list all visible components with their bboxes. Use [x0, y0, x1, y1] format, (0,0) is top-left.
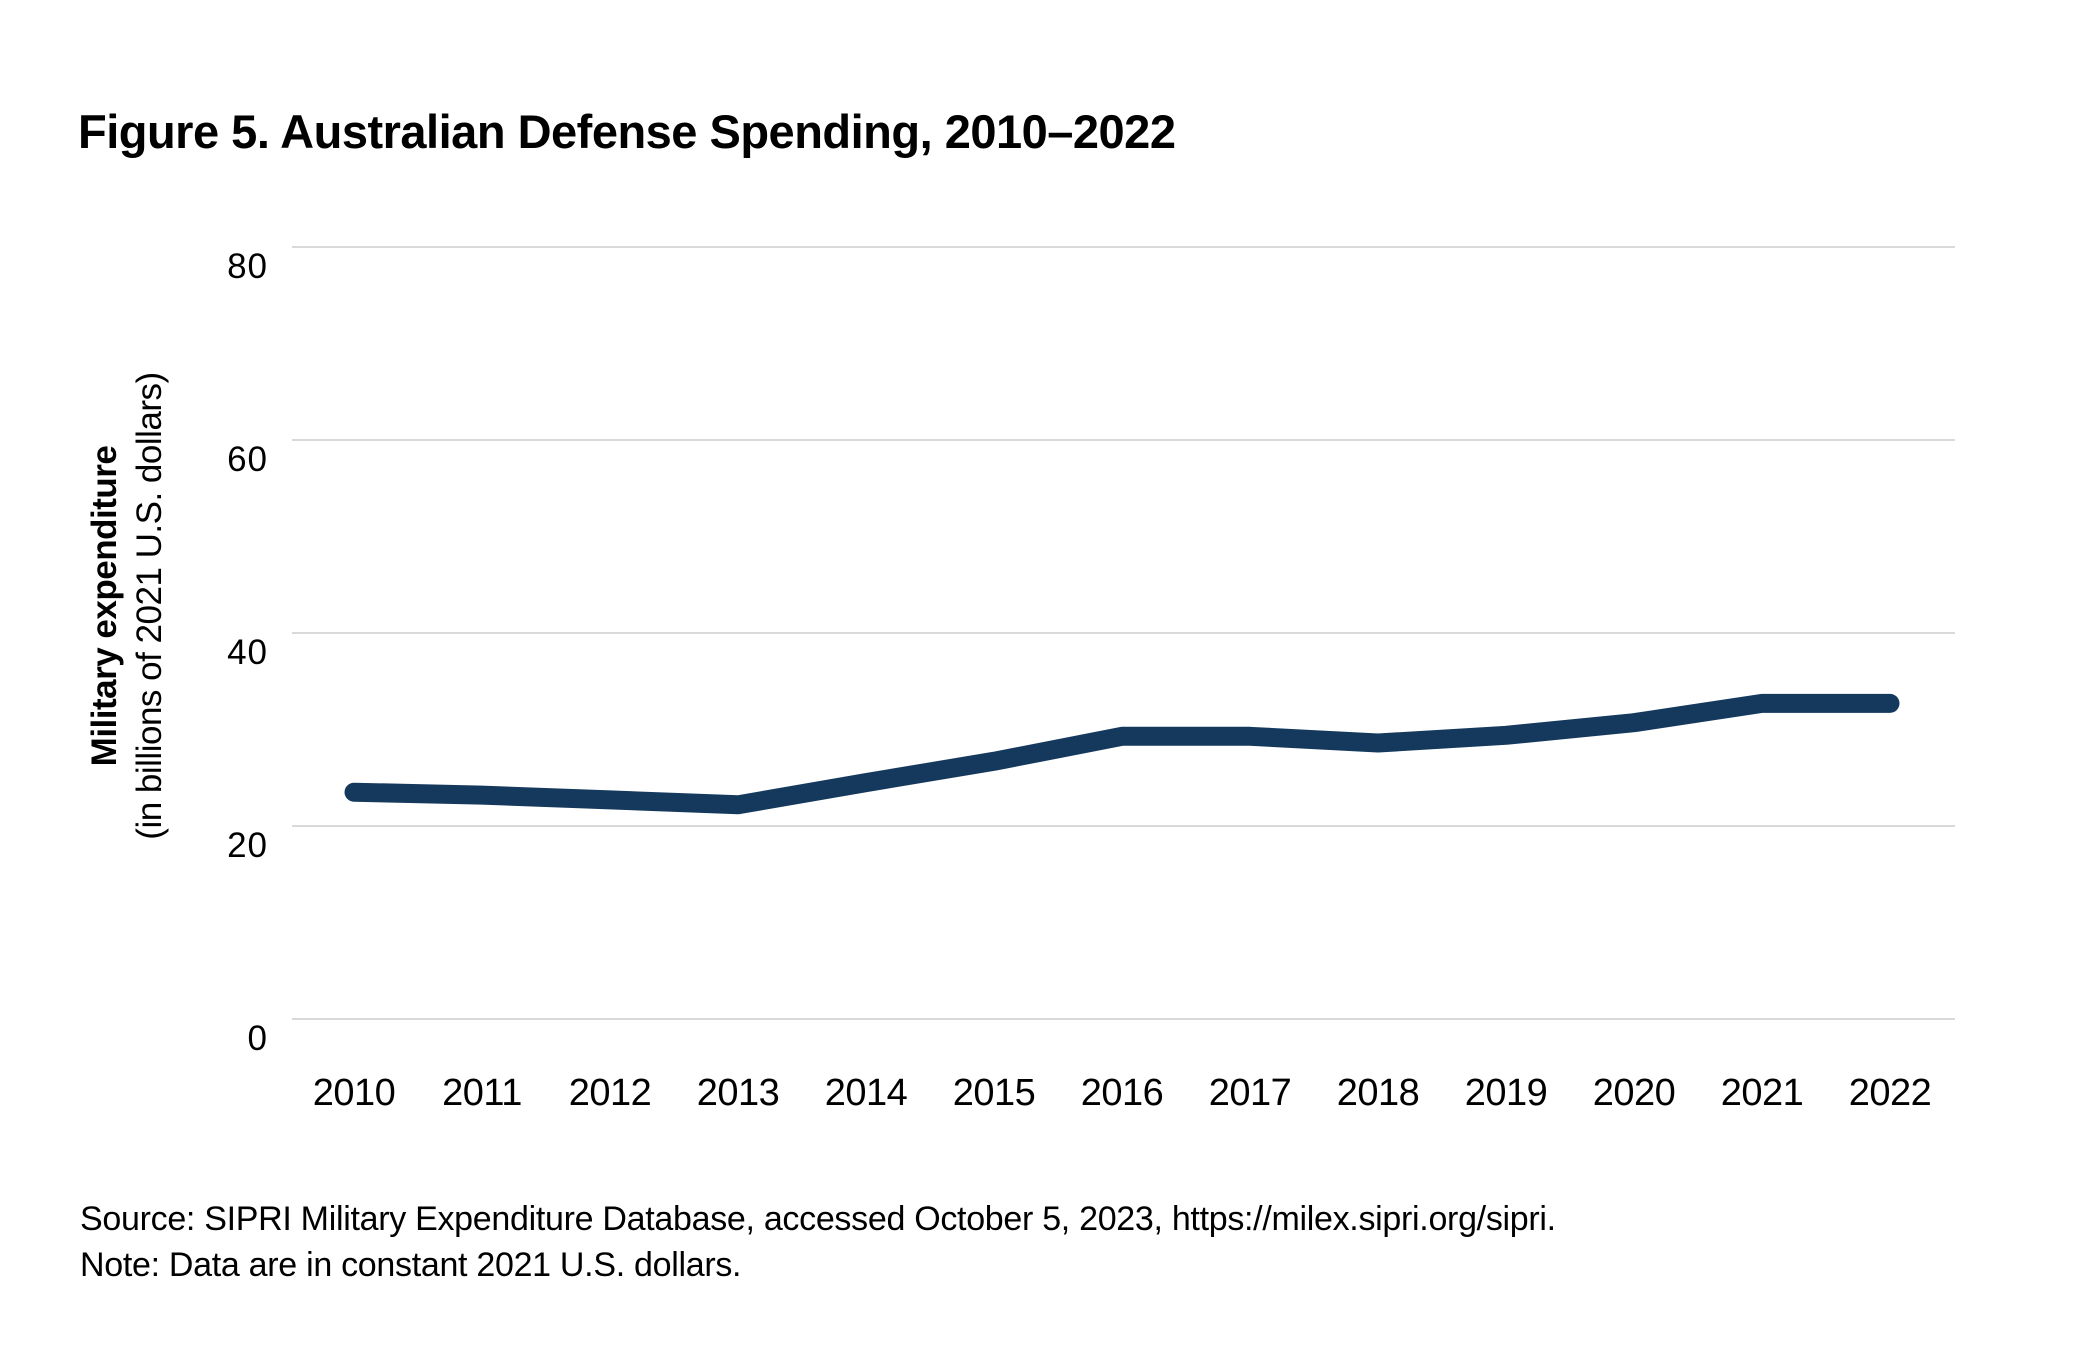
x-tick-label-2016: 2016 — [1080, 1072, 1164, 1114]
x-tick-label-2022: 2022 — [1848, 1072, 1932, 1114]
x-tick-label-2017: 2017 — [1208, 1072, 1292, 1114]
y-tick-label-40: 40 — [227, 633, 268, 672]
x-tick-label-2015: 2015 — [952, 1072, 1036, 1114]
figure-footer: Source: SIPRI Military Expenditure Datab… — [80, 1196, 1556, 1288]
x-tick-label-2018: 2018 — [1336, 1072, 1420, 1114]
y-tick-label-60: 60 — [227, 440, 268, 479]
series-line-military-expenditure — [344, 693, 1900, 815]
y-tick-label-0: 0 — [247, 1019, 268, 1058]
y-tick-label-20: 20 — [227, 826, 268, 865]
data-note: Note: Data are in constant 2021 U.S. dol… — [80, 1246, 742, 1284]
figure-title: Figure 5. Australian Defense Spending, 2… — [78, 105, 1176, 159]
x-tick-label-2014: 2014 — [824, 1072, 908, 1114]
x-tick-label-2012: 2012 — [568, 1072, 652, 1114]
x-tick-label-2011: 2011 — [442, 1072, 522, 1114]
source-note: Source: SIPRI Military Expenditure Datab… — [80, 1200, 1556, 1238]
x-tick-label-2010: 2010 — [312, 1072, 396, 1114]
y-axis-title-units: (in billions of 2021 U.S. dollars) — [130, 372, 169, 840]
x-tick-label-2021: 2021 — [1720, 1072, 1804, 1114]
x-tick-label-2020: 2020 — [1592, 1072, 1676, 1114]
x-tick-label-2013: 2013 — [696, 1072, 780, 1114]
y-axis-title-main: Military expenditure — [85, 445, 124, 767]
y-tick-label-80: 80 — [227, 247, 268, 286]
x-tick-label-2019: 2019 — [1464, 1072, 1548, 1114]
y-axis-title: Military expenditure (in billions of 202… — [82, 372, 172, 839]
